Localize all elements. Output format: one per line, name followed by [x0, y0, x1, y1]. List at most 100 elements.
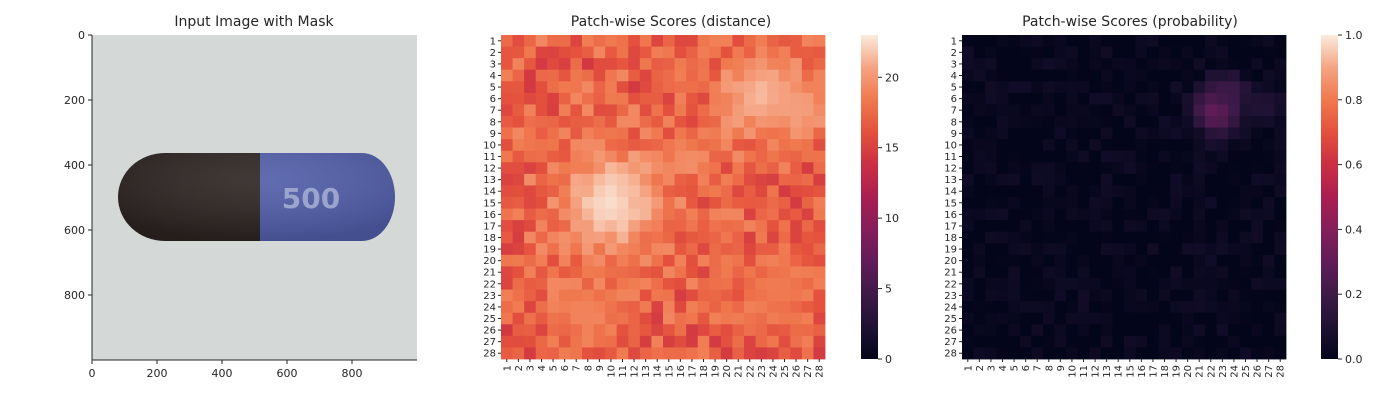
heatmap-cell [801, 254, 814, 267]
heatmap-cell [813, 324, 826, 337]
heatmap-cell [801, 335, 814, 348]
heatmap-cell [1066, 197, 1079, 209]
heatmap-cell [1216, 139, 1229, 152]
heatmap-cell [732, 278, 745, 290]
heatmap-cell [1205, 127, 1217, 140]
heatmap-cell [547, 220, 560, 233]
heatmap-cell [558, 335, 571, 348]
heatmap-cell [535, 324, 548, 337]
heatmap-cell [535, 278, 548, 290]
heatmap-cell [1170, 220, 1183, 233]
y-tick-label: 400 [64, 159, 85, 172]
row-tick-label: 24 [483, 302, 496, 313]
heatmap-cell [535, 301, 548, 314]
heatmap-cell [744, 116, 756, 128]
heatmap-cell [1158, 231, 1171, 244]
col-tick-label: 10 [606, 365, 617, 378]
heatmap-cell [744, 81, 756, 94]
heatmap-cell [1251, 266, 1264, 279]
heatmap-cell [501, 185, 513, 198]
heatmap-cell [732, 185, 745, 198]
heatmap-cell [1170, 289, 1183, 302]
heatmap-cell [651, 324, 664, 337]
heatmap-cell [1008, 35, 1021, 47]
heatmap-cell [1008, 254, 1021, 267]
heatmap-cell [732, 116, 745, 128]
heatmap-cell [628, 150, 641, 163]
heatmap-cell [1158, 324, 1171, 337]
heatmap-cell [709, 254, 722, 267]
heatmap-cell [1135, 278, 1148, 290]
heatmap-cell [582, 162, 594, 175]
heatmap-cell [1135, 46, 1148, 59]
heatmap-cell [1147, 173, 1160, 186]
heatmap-cell [1274, 254, 1287, 267]
heatmap-cell [709, 185, 722, 198]
heatmap-cell [962, 104, 974, 117]
heatmap-cell [1135, 104, 1148, 117]
row-tick-label: 3 [951, 59, 957, 70]
heatmap-cell [1147, 69, 1160, 82]
heatmap-cell [1216, 81, 1229, 94]
heatmap-cell [709, 335, 722, 348]
heatmap-cell [1019, 266, 1032, 279]
heatmap-cell [1124, 185, 1136, 198]
heatmap-cell [512, 162, 525, 175]
heatmap-cell [778, 116, 791, 128]
heatmap-cell [1216, 162, 1229, 175]
heatmap-cell [1193, 35, 1206, 47]
heatmap-cell [697, 150, 710, 163]
heatmap-cell [593, 185, 606, 198]
heatmap-cell [1193, 347, 1206, 360]
heatmap-cell [1077, 81, 1090, 94]
heatmap-cell [651, 185, 664, 198]
heatmap-cell [663, 58, 675, 71]
heatmap-cell [663, 69, 675, 82]
probability-heatmap-panel: Patch-wise Scores (probability) 12345678… [944, 14, 1362, 378]
heatmap-cell [732, 266, 745, 279]
heatmap-cell [663, 254, 675, 267]
heatmap-cell [512, 278, 525, 290]
heatmap-cell [720, 208, 733, 221]
row-tick-label: 19 [944, 245, 957, 256]
heatmap-cell [697, 162, 710, 175]
heatmap-cell [778, 231, 791, 244]
col-tick-label: 27 [803, 365, 814, 378]
heatmap-cell [593, 46, 606, 59]
heatmap-cell [1147, 243, 1160, 256]
heatmap-cell [732, 150, 745, 163]
heatmap-cell [697, 116, 710, 128]
heatmap-cell [651, 81, 664, 94]
heatmap-cell [996, 81, 1009, 94]
row-tick-label: 22 [944, 279, 957, 290]
heatmap-cell [582, 243, 594, 256]
heatmap-cell [501, 324, 513, 337]
heatmap-cell [1228, 289, 1241, 302]
heatmap-cell [1043, 185, 1055, 198]
heatmap-cell [1031, 231, 1044, 244]
heatmap-cell [1031, 58, 1044, 71]
heatmap-cell [1147, 324, 1160, 337]
heatmap-cell [755, 173, 768, 186]
heatmap-cell [1205, 289, 1217, 302]
heatmap-cell [628, 104, 641, 117]
heatmap-cell [801, 243, 814, 256]
heatmap-cell [744, 231, 756, 244]
heatmap-cell [1147, 116, 1160, 128]
heatmap-cell [1135, 81, 1148, 94]
heatmap-cell [1274, 231, 1287, 244]
heatmap-cell [686, 231, 699, 244]
heatmap-cell [697, 266, 710, 279]
heatmap-cell [524, 197, 537, 209]
heatmap-cell [686, 162, 699, 175]
heatmap-cell [744, 208, 756, 221]
heatmap-cell [1274, 347, 1287, 360]
col-tick-label: 9 [595, 365, 606, 371]
heatmap-cell [605, 278, 618, 290]
heatmap-cell [755, 69, 768, 82]
heatmap-cell [605, 312, 618, 325]
heatmap-cell [582, 347, 594, 360]
heatmap-cell [755, 35, 768, 47]
col-tick-label: 10 [1067, 365, 1078, 378]
col-tick-label: 20 [1183, 365, 1194, 378]
